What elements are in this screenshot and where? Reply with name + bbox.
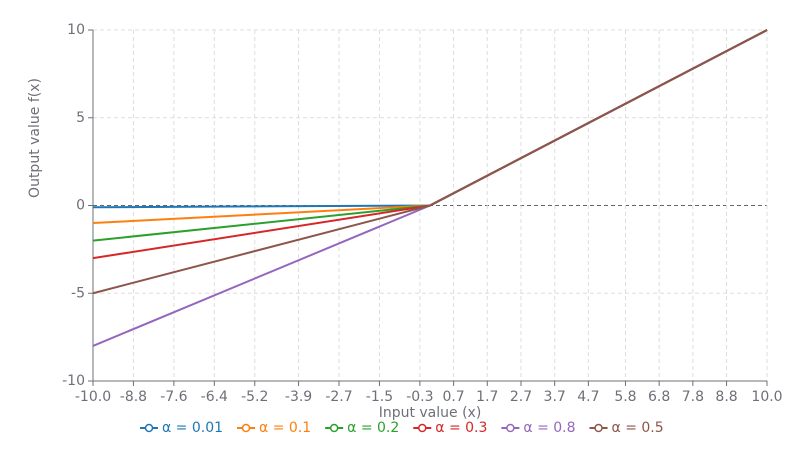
legend-item[interactable]: α = 0.3 <box>413 420 487 436</box>
legend-label: α = 0.1 <box>259 420 311 436</box>
x-tick-label: -6.4 <box>201 389 228 405</box>
x-tick-label: 8.8 <box>715 389 737 405</box>
x-tick-label: -5.2 <box>241 389 268 405</box>
x-tick-label: -1.5 <box>366 389 393 405</box>
series-line <box>92 29 768 260</box>
legend-marker <box>506 423 515 433</box>
x-axis-title: Input value (x) <box>379 405 482 421</box>
legend-item[interactable]: α = 0.5 <box>589 420 664 436</box>
x-tick-label: 6.8 <box>648 389 670 405</box>
y-tick-label: 0 <box>76 198 85 214</box>
legend-marker <box>594 423 603 433</box>
legend-item[interactable]: α = 0.2 <box>325 420 399 436</box>
series-line <box>92 29 768 225</box>
x-tick-label: 0.7 <box>442 389 464 405</box>
x-tick-label: 1.7 <box>476 389 498 405</box>
x-tick-label: -10.0 <box>75 389 111 405</box>
legend-marker <box>329 423 339 433</box>
series-line <box>92 29 768 242</box>
x-tick-label: 10.0 <box>751 389 782 405</box>
x-tick-label: 5.8 <box>614 389 636 405</box>
legend-label: α = 0.5 <box>612 420 664 436</box>
legend-label: α = 0.01 <box>162 420 223 436</box>
legend-marker <box>144 423 154 433</box>
legend-marker <box>418 423 427 433</box>
legend-item[interactable]: α = 0.01 <box>140 420 223 436</box>
legend-marker <box>241 423 251 433</box>
x-tick-label: -7.6 <box>160 389 187 405</box>
series-line <box>92 29 768 295</box>
series-line <box>92 29 768 209</box>
x-tick-label: 2.7 <box>510 389 532 405</box>
series-line <box>92 29 768 347</box>
y-tick-label: 5 <box>76 110 85 126</box>
legend-item[interactable]: α = 0.1 <box>237 420 311 436</box>
y-axis-title: Output value f(x) <box>27 78 43 198</box>
y-tick-label: -5 <box>71 285 85 301</box>
x-tick-label: 7.8 <box>682 389 704 405</box>
x-tick-label: -2.7 <box>325 389 352 405</box>
x-tick-label: 3.7 <box>544 389 566 405</box>
x-tick-label: -0.3 <box>406 389 433 405</box>
x-tick-label: -8.8 <box>120 389 147 405</box>
y-tick-label: -10 <box>62 373 85 389</box>
x-tick-label: 4.7 <box>577 389 599 405</box>
legend-label: α = 0.3 <box>435 420 487 436</box>
legend-label: α = 0.2 <box>347 420 399 436</box>
x-tick-label: -3.9 <box>285 389 312 405</box>
y-tick-label: 10 <box>67 22 85 38</box>
legend-label: α = 0.8 <box>523 420 575 436</box>
legend-item[interactable]: α = 0.8 <box>501 420 576 436</box>
